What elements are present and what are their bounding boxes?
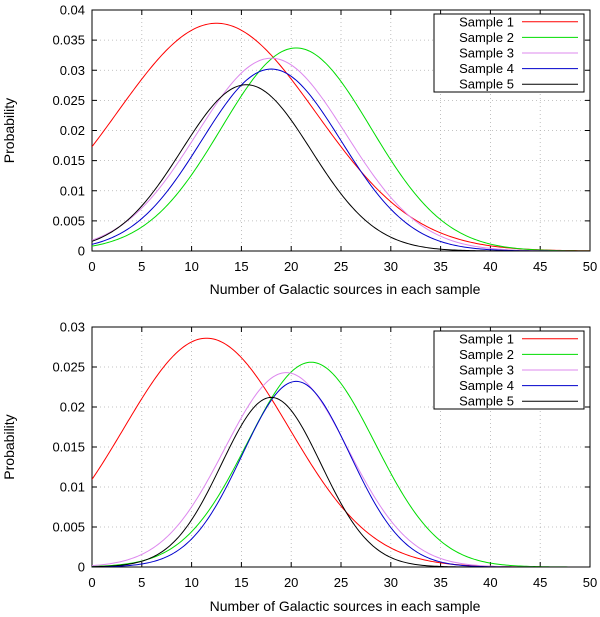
y-axis-label: Probability xyxy=(1,414,17,479)
series-line-sample-2 xyxy=(92,361,590,567)
y-tick-label: 0.025 xyxy=(52,360,85,375)
series-line-sample-5 xyxy=(92,84,590,251)
series-line-sample-5 xyxy=(92,396,590,567)
x-tick-label: 40 xyxy=(483,259,497,274)
legend-label-sample-1: Sample 1 xyxy=(459,14,514,29)
series-line-sample-1 xyxy=(92,22,590,251)
y-tick-label: 0.035 xyxy=(52,33,85,48)
y-tick-label: 0.02 xyxy=(60,123,85,138)
x-tick-label: 20 xyxy=(284,575,298,590)
x-axis-label: Number of Galactic sources in each sampl… xyxy=(210,281,481,297)
y-tick-label: 0.005 xyxy=(52,213,85,228)
x-tick-label: 15 xyxy=(234,259,248,274)
x-tick-label: 15 xyxy=(234,575,248,590)
legend-label-sample-2: Sample 2 xyxy=(459,347,514,362)
x-tick-label: 25 xyxy=(334,259,348,274)
x-tick-label: 30 xyxy=(384,259,398,274)
legend-label-sample-3: Sample 3 xyxy=(459,363,514,378)
legend-label-sample-1: Sample 1 xyxy=(459,331,514,346)
legend-label-sample-5: Sample 5 xyxy=(459,394,514,409)
legend-label-sample-3: Sample 3 xyxy=(459,46,514,61)
x-tick-label: 30 xyxy=(384,575,398,590)
x-tick-label: 45 xyxy=(533,259,547,274)
legend-label-sample-4: Sample 4 xyxy=(459,378,514,393)
series-line-sample-2 xyxy=(92,47,590,251)
top-chart-panel: 0 5 10 15 20 25 30 35 40 45 50 0 0.005 0.01 0.015 0.02 0… xyxy=(1,3,597,298)
x-tick-label: 45 xyxy=(533,575,547,590)
y-tick-label: 0.04 xyxy=(60,3,85,18)
x-tick-label: 40 xyxy=(483,575,497,590)
y-tick-label: 0.015 xyxy=(52,440,85,455)
x-tick-label: 0 xyxy=(88,259,95,274)
y-tick-label: 0 xyxy=(78,244,85,259)
y-tick-label: 0 xyxy=(78,560,85,575)
legend-label-sample-4: Sample 4 xyxy=(459,61,514,76)
x-tick-label: 5 xyxy=(138,259,145,274)
x-tick-label: 0 xyxy=(88,575,95,590)
series-line-sample-3 xyxy=(92,57,590,251)
x-axis-label: Number of Galactic sources in each sampl… xyxy=(210,598,481,614)
x-tick-label: 25 xyxy=(334,575,348,590)
x-tick-label: 50 xyxy=(583,575,597,590)
x-tick-label: 35 xyxy=(433,575,447,590)
x-tick-label: 20 xyxy=(284,259,298,274)
y-tick-label: 0.01 xyxy=(60,480,85,495)
x-tick-label: 5 xyxy=(138,575,145,590)
y-tick-label: 0.025 xyxy=(52,93,85,108)
x-tick-label: 50 xyxy=(583,259,597,274)
legend-label-sample-2: Sample 2 xyxy=(459,30,514,45)
legend-label-sample-5: Sample 5 xyxy=(459,77,514,92)
x-tick-label: 35 xyxy=(433,259,447,274)
y-tick-label: 0.01 xyxy=(60,183,85,198)
x-tick-label: 10 xyxy=(184,259,198,274)
y-tick-label: 0.015 xyxy=(52,153,85,168)
y-tick-label: 0.005 xyxy=(52,520,85,535)
x-tick-label: 10 xyxy=(184,575,198,590)
y-tick-label: 0.03 xyxy=(60,320,85,335)
series-line-sample-4 xyxy=(92,68,590,251)
y-tick-label: 0.03 xyxy=(60,63,85,78)
bottom-chart-panel: 0 5 10 15 20 25 30 35 40 45 50 0 0.005 0.01 0.015 0.02 0… xyxy=(1,320,597,615)
y-axis-label: Probability xyxy=(1,98,17,163)
y-tick-label: 0.02 xyxy=(60,400,85,415)
